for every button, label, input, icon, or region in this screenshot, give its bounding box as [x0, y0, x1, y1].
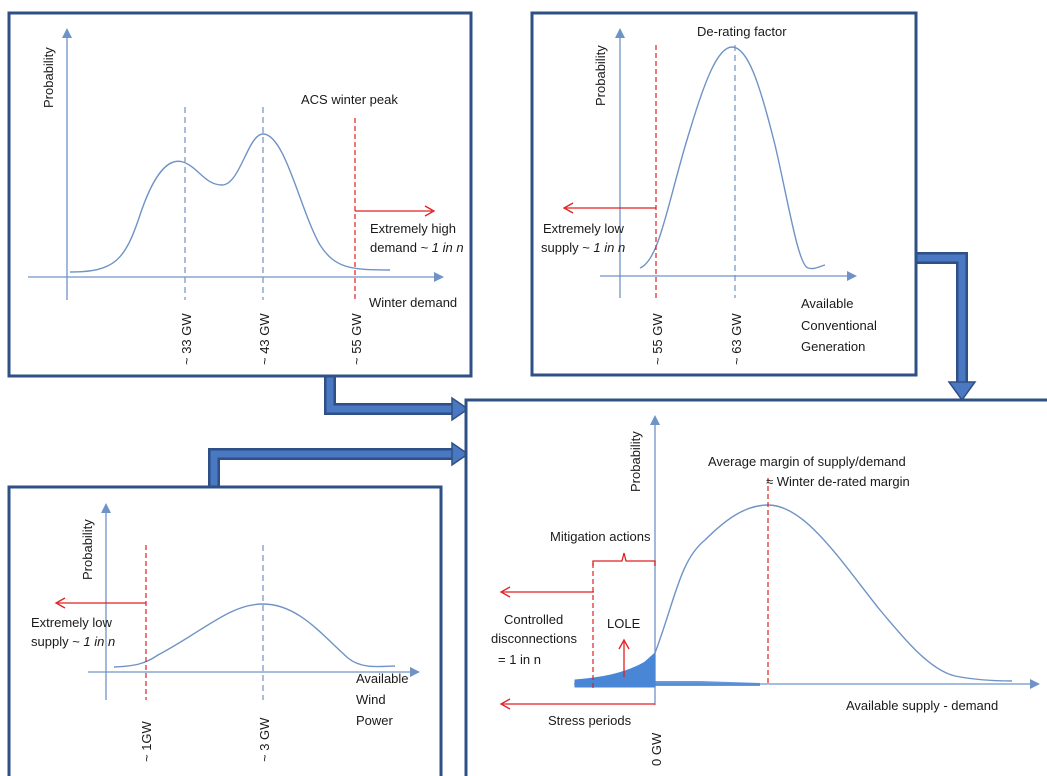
lole-shaded-area — [574, 651, 656, 688]
tick-label: ~ 3 GW — [257, 717, 272, 762]
margin-distribution-curve — [654, 504, 1013, 682]
panel-box — [7, 485, 443, 776]
x-axis-label-line: Available — [801, 296, 854, 311]
flow-arrow-conventional — [916, 252, 968, 382]
y-axis-label: Probability — [593, 45, 608, 106]
tick-label: ~ 55 GW — [650, 313, 665, 365]
y-axis-label: Probability — [628, 431, 643, 492]
flow-arrow-demand — [324, 376, 452, 415]
tick-label: 0 GW — [649, 732, 664, 766]
controlled-label-line: disconnections — [491, 631, 577, 646]
panel-box — [464, 398, 1047, 776]
flow-arrow-demand-head — [451, 396, 470, 422]
panel-winter-demand: Probability ACS winter peak Extremely hi… — [7, 11, 473, 378]
panel-box — [530, 11, 918, 377]
flow-arrow-wind — [208, 448, 452, 488]
lole-label: LOLE — [607, 616, 641, 631]
tail-label-2: demand ~ 1 in n — [370, 240, 464, 255]
panel-wind-power: Probability Extremely low supply ~ 1 in … — [7, 485, 443, 776]
panel-supply-demand-margin: Probability Average margin of supply/dem… — [464, 398, 1047, 776]
mitigation-bracket — [592, 552, 656, 566]
tick-label: ~ 55 GW — [349, 313, 364, 365]
tick-label: ~ 33 GW — [179, 313, 194, 365]
tick-label: ~ 1GW — [139, 720, 154, 762]
tick-label: ~ 43 GW — [257, 313, 272, 365]
x-axis-label-line: Power — [356, 713, 394, 728]
controlled-label-line: = 1 in n — [498, 652, 541, 667]
tail-label-1: Extremely low — [543, 221, 625, 236]
flow-arrow-conventional-head — [947, 381, 977, 402]
x-axis-label-line: Wind — [356, 692, 386, 707]
tail-label-2: supply ~ 1 in n — [541, 240, 625, 255]
mitigation-actions-label: Mitigation actions — [550, 529, 651, 544]
y-axis-label: Probability — [80, 519, 95, 580]
tail-label-1: Extremely low — [31, 615, 113, 630]
x-axis-label: Available supply - demand — [846, 698, 998, 713]
derated-margin-label: ≈ Winter de-rated margin — [766, 474, 910, 489]
stress-periods-label: Stress periods — [548, 713, 632, 728]
panel-conventional-generation: Probability De-rating factor Extremely l… — [530, 11, 918, 377]
tick-label: ~ 63 GW — [729, 313, 744, 365]
tail-label-2: supply ~ 1 in n — [31, 634, 115, 649]
y-axis-label: Probability — [41, 47, 56, 108]
peak-label: ACS winter peak — [301, 92, 398, 107]
conventional-distribution-curve — [639, 46, 826, 270]
demand-distribution-curve — [69, 133, 391, 273]
tail-label-1: Extremely high — [370, 221, 456, 236]
average-margin-label: Average margin of supply/demand — [708, 454, 906, 469]
flow-arrow-wind-head — [451, 441, 470, 467]
x-axis-label-line: Available — [356, 671, 409, 686]
flow-arrows — [208, 252, 977, 488]
x-axis-label-line: Generation — [801, 339, 865, 354]
wind-distribution-curve — [113, 603, 396, 668]
x-axis-label-line: Conventional — [801, 318, 877, 333]
peak-label: De-rating factor — [697, 24, 787, 39]
controlled-label-line: Controlled — [504, 612, 563, 627]
panel-box — [7, 11, 473, 378]
x-axis-label: Winter demand — [369, 295, 457, 310]
